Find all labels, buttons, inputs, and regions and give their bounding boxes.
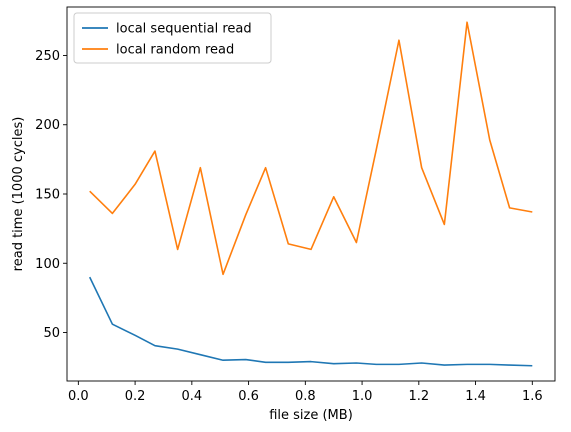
x-tick-label: 0.8 — [295, 389, 316, 404]
legend: local sequential read local random read — [73, 12, 272, 64]
legend-label-0: local sequential read — [116, 22, 252, 37]
y-tick-label: 50 — [43, 326, 60, 341]
x-tick-label: 0.6 — [238, 389, 259, 404]
x-tick-label: 1.4 — [465, 389, 486, 404]
y-tick-label: 250 — [35, 49, 60, 64]
x-tick-label: 1.2 — [408, 389, 429, 404]
y-axis-label: read time (1000 cycles) — [11, 117, 26, 272]
legend-box — [73, 12, 272, 64]
x-tick-label: 0.0 — [68, 389, 89, 404]
series-line-0 — [88, 276, 533, 367]
x-axis-label: file size (MB) — [269, 408, 353, 423]
y-tick-label: 200 — [35, 118, 60, 133]
plot-area — [88, 21, 533, 367]
x-tick-label: 1.6 — [522, 389, 543, 404]
y-tick-label: 100 — [35, 257, 60, 272]
axes: 0.0 0.2 0.4 0.6 0.8 1.0 1.2 1.4 1.6 50 100 150 200 25… — [35, 6, 556, 404]
legend-label-1: local random read — [116, 43, 234, 58]
x-tick-label: 0.4 — [181, 389, 202, 404]
series-line-1 — [89, 21, 533, 276]
x-tick-label: 1.0 — [352, 389, 373, 404]
x-tick-label: 0.2 — [125, 389, 146, 404]
y-tick-label: 150 — [35, 188, 60, 203]
